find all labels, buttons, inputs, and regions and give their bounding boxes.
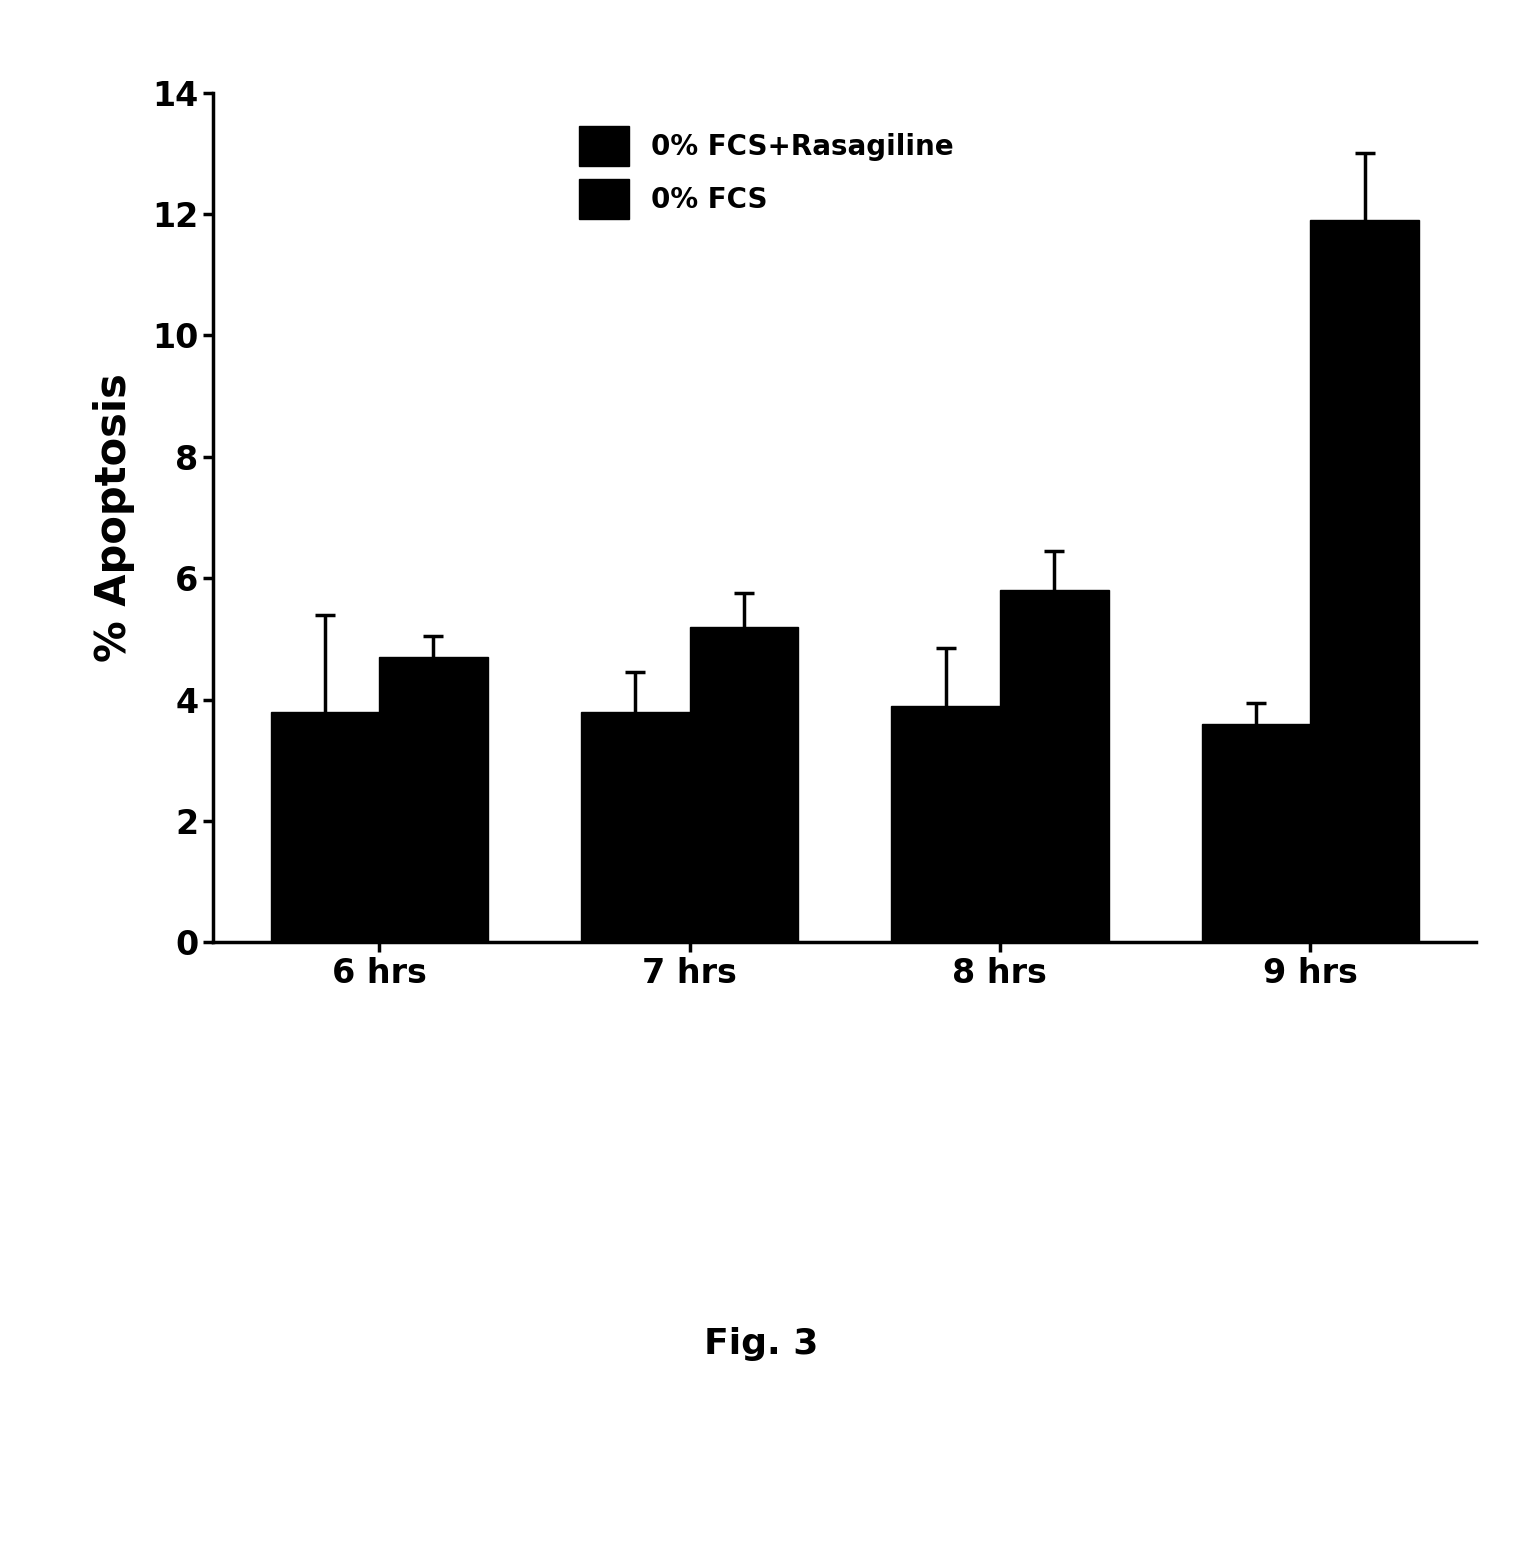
Bar [1000, 590, 1108, 942]
Bar [892, 706, 1000, 942]
Bar [689, 627, 798, 942]
Text: Fig. 3: Fig. 3 [703, 1327, 819, 1361]
Bar [581, 712, 689, 942]
Bar [271, 712, 379, 942]
Bar [1310, 219, 1419, 942]
Bar [379, 657, 487, 942]
Bar [1202, 725, 1310, 942]
Y-axis label: % Apoptosis: % Apoptosis [93, 374, 135, 661]
Legend: 0% FCS+Rasagiline, 0% FCS: 0% FCS+Rasagiline, 0% FCS [568, 114, 965, 230]
